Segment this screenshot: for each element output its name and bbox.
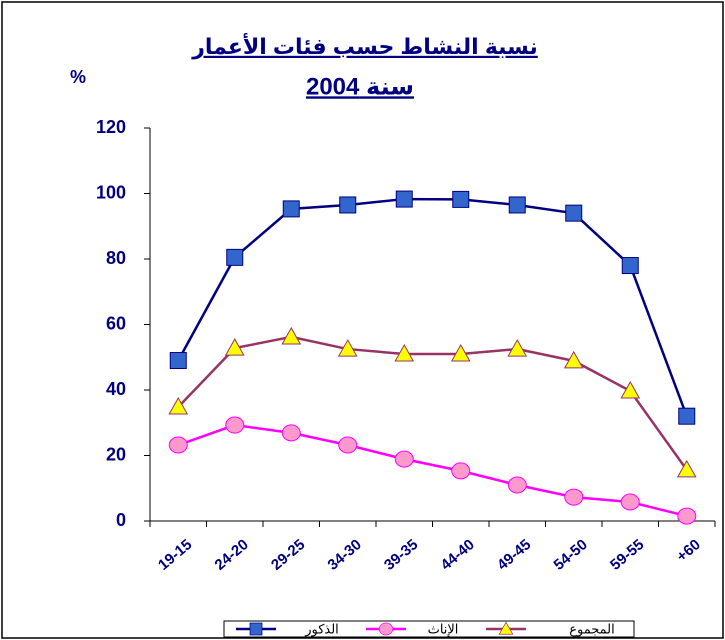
marker (451, 462, 471, 480)
marker (224, 338, 245, 356)
y-tick-label: 120 (96, 117, 126, 137)
marker (452, 190, 470, 208)
marker (378, 622, 394, 636)
marker (564, 488, 584, 506)
y-axis-label: % (70, 67, 86, 87)
marker (282, 200, 300, 218)
y-tick-label: 80 (106, 248, 126, 268)
marker (226, 248, 244, 266)
marker (339, 196, 357, 214)
marker (394, 450, 414, 468)
marker (565, 204, 583, 222)
y-tick-label: 20 (106, 444, 126, 464)
marker (507, 476, 527, 494)
marker (563, 350, 584, 369)
series-line (177, 423, 688, 518)
marker (621, 257, 639, 275)
marker (620, 493, 640, 511)
marker (338, 436, 358, 454)
y-tick-label: 60 (106, 313, 126, 333)
marker (225, 416, 245, 434)
marker (281, 424, 301, 442)
chart-subtitle: سنة 2004 (306, 73, 414, 100)
legend-label: الإناث (428, 621, 459, 636)
y-tick-label: 0 (116, 510, 126, 530)
marker (168, 436, 188, 454)
marker (337, 339, 358, 357)
marker (507, 339, 528, 357)
marker (678, 407, 696, 425)
legend-label: المجموع (569, 621, 614, 637)
marker (620, 380, 641, 399)
marker (394, 343, 415, 362)
marker (677, 507, 697, 525)
y-tick-label: 100 (96, 182, 126, 202)
legend-label: الذكور (304, 621, 339, 637)
marker (676, 459, 697, 478)
y-tick-label: 40 (106, 379, 126, 399)
legend-box (223, 620, 635, 638)
series-line (177, 197, 688, 417)
marker (168, 397, 189, 415)
marker (395, 190, 413, 208)
marker (450, 343, 471, 362)
marker (169, 352, 187, 370)
marker (498, 621, 514, 635)
chart-title: نسبة النشاط حسب فئات الأعمار (191, 32, 538, 59)
marker (281, 326, 302, 345)
series-line (177, 335, 688, 471)
marker (249, 622, 263, 636)
marker (508, 196, 526, 214)
